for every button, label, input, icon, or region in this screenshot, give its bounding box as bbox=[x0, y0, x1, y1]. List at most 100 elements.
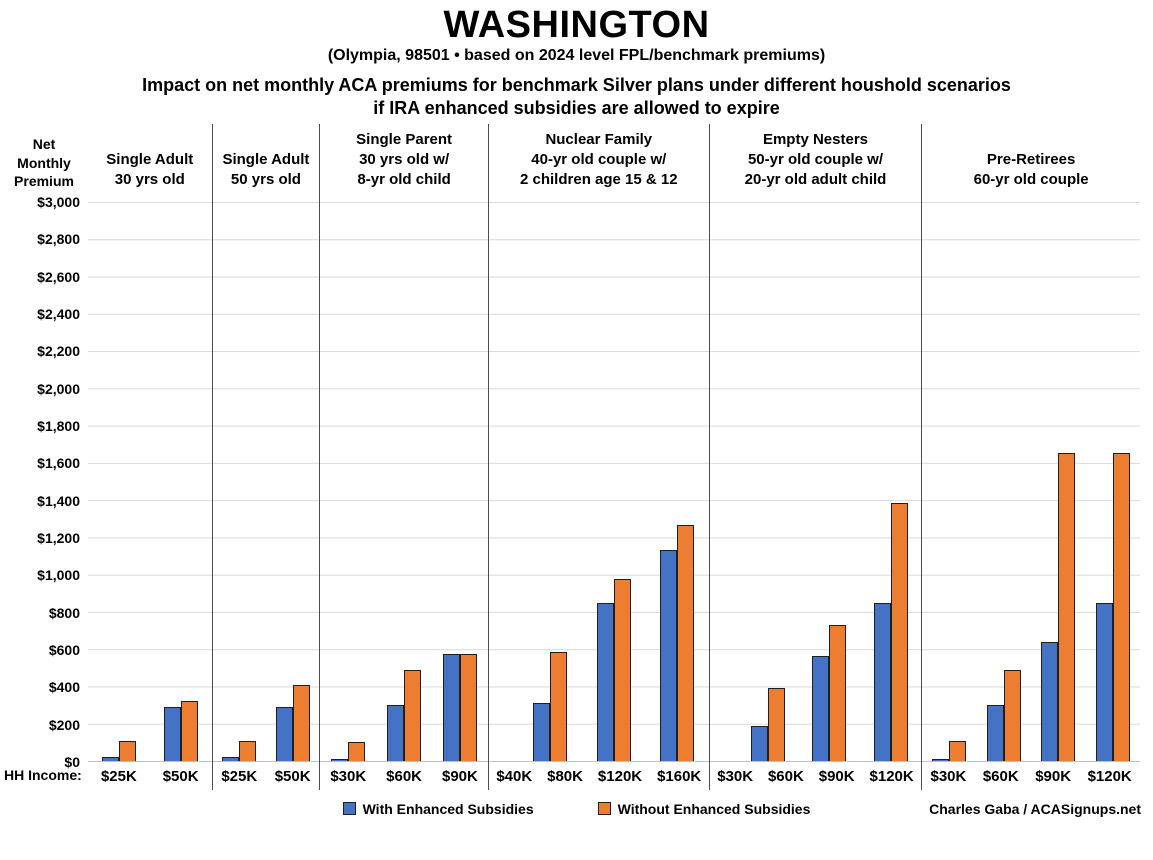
y-tick-label: $2,600 bbox=[37, 268, 80, 285]
bar-without-enhanced-subsidies bbox=[890, 502, 908, 761]
bar-cluster bbox=[533, 202, 568, 761]
bar-without-enhanced-subsidies bbox=[118, 740, 136, 761]
scenario-panel-plot bbox=[922, 201, 1141, 762]
scenario-panel-title-line: Single Adult bbox=[106, 151, 194, 169]
bar-cluster bbox=[750, 202, 785, 761]
chart-description: Impact on net monthly ACA premiums for b… bbox=[0, 74, 1153, 120]
income-label: $50K bbox=[274, 767, 311, 785]
chart-description-line1: Impact on net monthly ACA premiums for b… bbox=[142, 74, 1011, 95]
bar-with-enhanced-subsidies bbox=[750, 725, 768, 761]
y-tick-label: $2,400 bbox=[37, 305, 80, 322]
bar-with-enhanced-subsidies bbox=[533, 702, 551, 761]
scenario-panel-plot bbox=[212, 201, 320, 762]
bar-without-enhanced-subsidies bbox=[348, 741, 366, 761]
income-label: $50K bbox=[162, 767, 199, 785]
bar-without-enhanced-subsidies bbox=[1112, 452, 1130, 761]
legend-item-with-enhanced: With Enhanced Subsidies bbox=[342, 801, 534, 817]
scenario-panel-title-line: 40-yr old couple w/ bbox=[531, 151, 667, 169]
income-label: $90K bbox=[1035, 767, 1072, 785]
bar-cluster bbox=[596, 202, 631, 761]
scenario-panel-plot bbox=[88, 201, 212, 762]
bar-cluster bbox=[163, 202, 198, 761]
y-tick-label: $600 bbox=[48, 641, 80, 658]
bar-cluster bbox=[222, 202, 257, 761]
bar-without-enhanced-subsidies bbox=[767, 687, 785, 761]
y-tick-label: $2,000 bbox=[37, 380, 80, 397]
y-tick-label: $3,000 bbox=[37, 193, 80, 210]
bar-without-enhanced-subsidies bbox=[459, 653, 477, 761]
bar-with-enhanced-subsidies bbox=[387, 704, 405, 761]
legend-row: With Enhanced Subsidies Without Enhanced… bbox=[0, 792, 1153, 826]
scenario-panel: Single Adult 30 yrs old $25K $50K bbox=[88, 124, 212, 790]
bar-with-enhanced-subsidies bbox=[275, 706, 293, 761]
scenario-panel-title-line: 8-yr old child bbox=[357, 171, 451, 189]
scenario-panel-title-line: Nuclear Family bbox=[545, 131, 653, 149]
scenario-panel-title: Pre-Retirees 60-yr old couple bbox=[922, 124, 1140, 202]
scenario-panel-plot bbox=[320, 201, 488, 762]
y-tick-label: $2,800 bbox=[37, 231, 80, 248]
income-label: $90K bbox=[818, 767, 855, 785]
scenario-panel-plot bbox=[488, 201, 709, 762]
bar-without-enhanced-subsidies bbox=[1003, 669, 1021, 761]
legend-swatch-orange-icon bbox=[597, 802, 611, 816]
y-tick-label: $1,200 bbox=[37, 529, 80, 546]
bar-cluster bbox=[1041, 202, 1076, 761]
scenario-panel-title-line: 2 children age 15 & 12 bbox=[520, 171, 678, 189]
income-label: $25K bbox=[100, 767, 137, 785]
bar-cluster bbox=[331, 202, 366, 761]
bar-with-enhanced-subsidies bbox=[1041, 641, 1059, 761]
bar-without-enhanced-subsidies bbox=[677, 524, 694, 761]
hh-income-label: HH Income: bbox=[4, 766, 82, 783]
scenario-panel-title-line: 30 yrs old bbox=[114, 171, 185, 189]
y-tick-label: $800 bbox=[48, 604, 80, 621]
scenario-panel: Empty Nesters 50-yr old couple w/20-yr ol… bbox=[708, 123, 922, 790]
bar-cluster bbox=[812, 202, 847, 761]
chart-panels: Single Adult 30 yrs old $25K $50K Single Adu… bbox=[88, 123, 1141, 790]
income-label: $90K bbox=[441, 767, 478, 785]
scenario-panel-title: Nuclear Family 40-yr old couple w/2 child… bbox=[489, 124, 709, 202]
y-axis-title-line: Monthly bbox=[17, 154, 71, 171]
scenario-panel-title-line: 20-yr old adult child bbox=[744, 171, 887, 189]
page-subtitle: (Olympia, 98501 • based on 2024 level FP… bbox=[327, 46, 826, 64]
bar-with-enhanced-subsidies bbox=[873, 602, 891, 761]
bar-with-enhanced-subsidies bbox=[442, 653, 460, 761]
chart-title-block: WASHINGTON (Olympia, 98501 • based on 20… bbox=[0, 0, 1153, 120]
bar-cluster bbox=[660, 202, 694, 761]
scenario-panel-title: Empty Nesters 50-yr old couple w/20-yr ol… bbox=[710, 124, 922, 202]
legend-label-without-enhanced: Without Enhanced Subsidies bbox=[617, 800, 811, 817]
income-label: $30K bbox=[717, 767, 754, 785]
income-label: $25K bbox=[221, 767, 258, 785]
scenario-panel-title-line: 50-yr old couple w/ bbox=[747, 151, 883, 169]
income-label: $120K bbox=[1087, 767, 1132, 785]
scenario-panel: Nuclear Family 40-yr old couple w/2 child… bbox=[487, 123, 709, 790]
bar-with-enhanced-subsidies bbox=[812, 655, 830, 761]
bar-cluster bbox=[275, 202, 310, 761]
income-label: $60K bbox=[386, 767, 423, 785]
scenario-panel-title-line: Empty Nesters bbox=[762, 131, 868, 149]
bar-cluster bbox=[986, 202, 1021, 761]
income-label-row: $30K $60K $90K $120K bbox=[922, 762, 1140, 790]
income-label: $60K bbox=[982, 767, 1019, 785]
scenario-panel-title-line: Single Adult bbox=[222, 151, 310, 169]
bar-chart: Net Monthly Premium $0 $200 $400 $600 $800 $1,0… bbox=[0, 123, 1153, 790]
scenario-panel: Pre-Retirees 60-yr old couple $30K $60K $90K… bbox=[921, 123, 1141, 790]
scenario-panel-title-line: Pre-Retirees bbox=[986, 151, 1076, 169]
bar-with-enhanced-subsidies bbox=[163, 706, 181, 761]
bar-without-enhanced-subsidies bbox=[239, 740, 257, 761]
bar-cluster bbox=[932, 202, 967, 761]
scenario-panel-title-line: 30 yrs old w/ bbox=[359, 151, 450, 169]
bar-without-enhanced-subsidies bbox=[949, 740, 967, 761]
bar-cluster bbox=[387, 202, 422, 761]
y-tick-label: $2,200 bbox=[37, 343, 80, 360]
y-axis-title-line: Premium bbox=[14, 172, 74, 189]
scenario-panel-plot bbox=[709, 201, 922, 762]
income-label-row: $25K $50K bbox=[213, 762, 320, 790]
bar-with-enhanced-subsidies bbox=[986, 704, 1004, 761]
scenario-panel-title-line: 50 yrs old bbox=[230, 171, 301, 189]
scenario-panel: Single Parent 30 yrs old w/8-yr old child… bbox=[319, 123, 488, 790]
income-label-row: $25K $50K bbox=[88, 762, 212, 790]
chart-description-line2: if IRA enhanced subsidies are allowed to… bbox=[373, 97, 780, 118]
scenario-panel: Single Adult 50 yrs old $25K $50K bbox=[211, 123, 320, 790]
bar-without-enhanced-subsidies bbox=[613, 578, 631, 761]
bar-cluster bbox=[1095, 202, 1130, 761]
